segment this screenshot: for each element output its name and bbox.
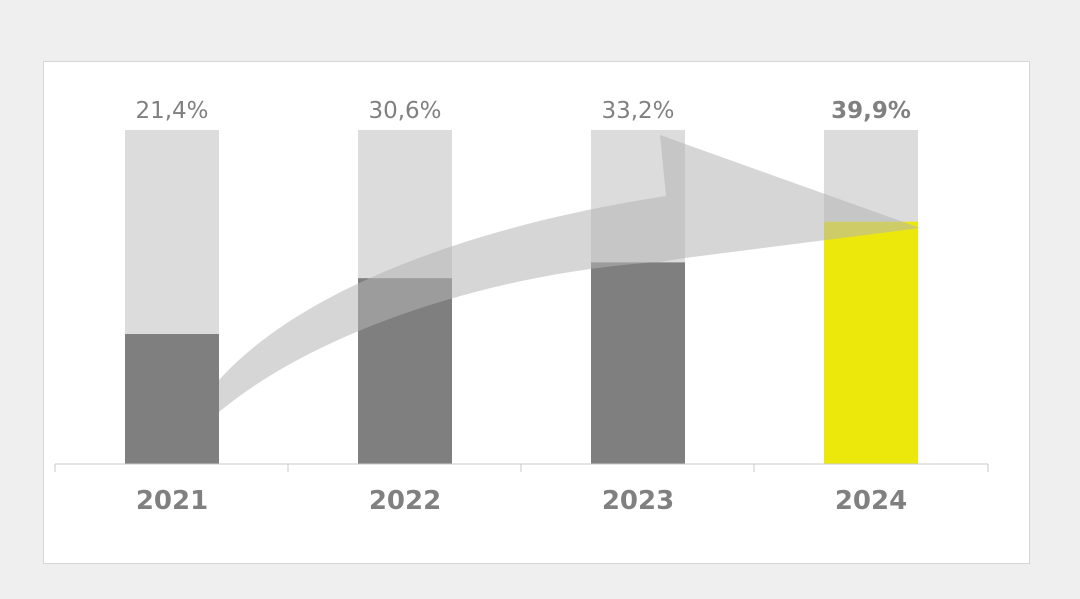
value-label-2023: 33,2% — [601, 98, 674, 124]
category-label-2022: 2022 — [369, 486, 441, 516]
value-label-2022: 30,6% — [368, 98, 441, 124]
category-label-2023: 2023 — [602, 486, 674, 516]
category-label-2024: 2024 — [835, 486, 907, 516]
value-label-2024: 39,9% — [831, 98, 911, 124]
bar-2024 — [824, 221, 918, 464]
category-label-2021: 2021 — [136, 486, 208, 516]
bar-2021 — [125, 334, 219, 464]
value-label-2021: 21,4% — [135, 98, 208, 124]
bar-2023 — [591, 262, 685, 464]
growth-arrow — [219, 135, 920, 412]
